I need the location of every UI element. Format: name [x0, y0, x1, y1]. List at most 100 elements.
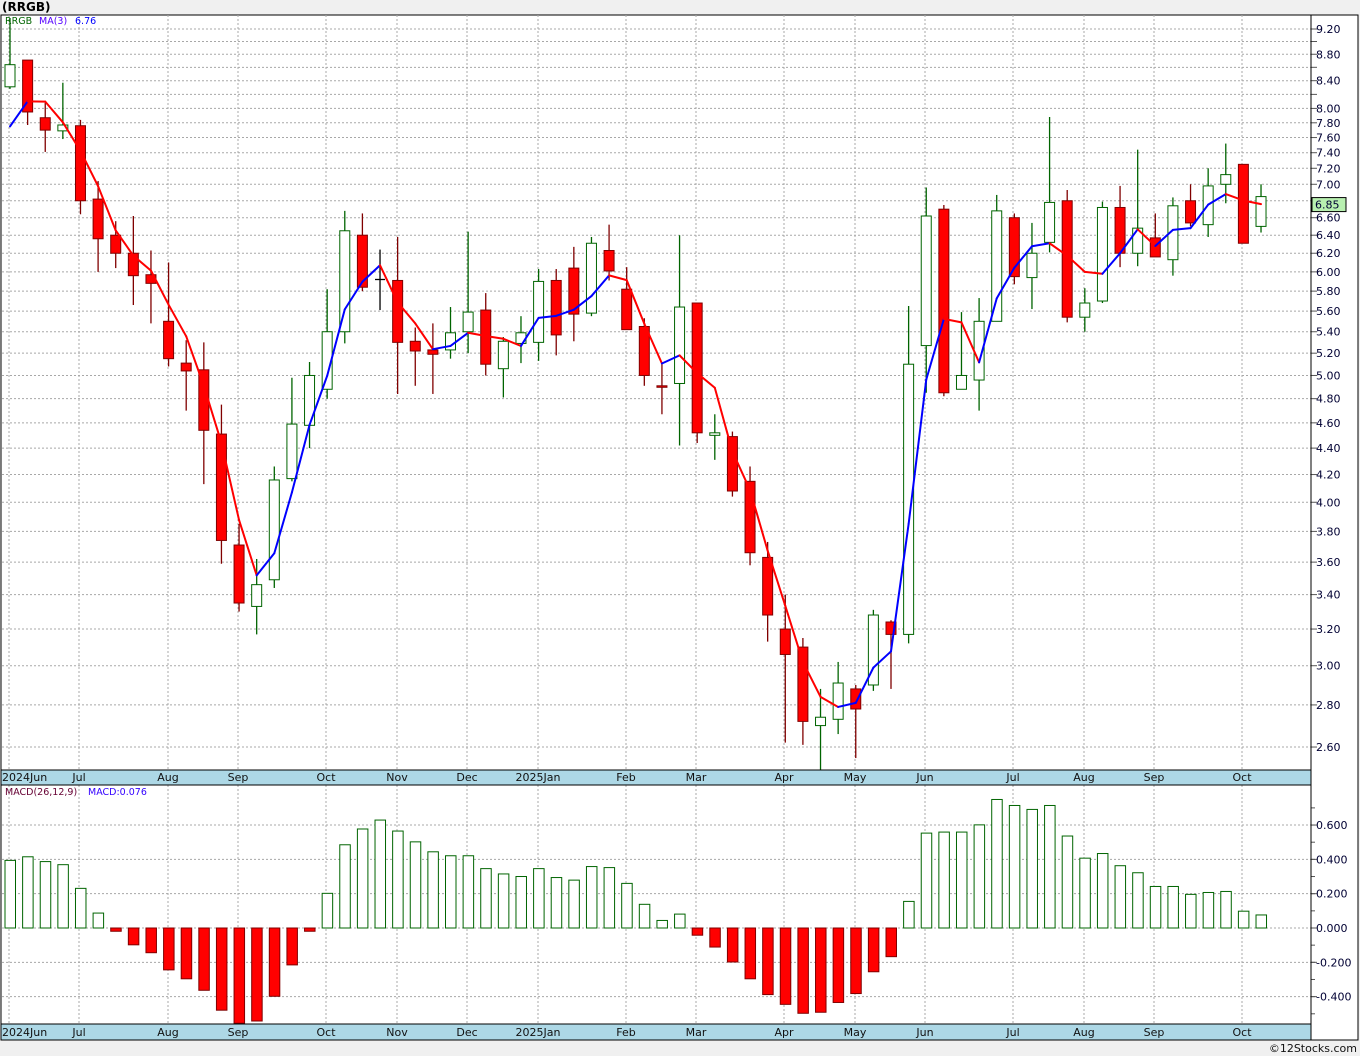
- ma3-segment: [590, 274, 611, 298]
- candle-body: [215, 433, 227, 541]
- candle-body: [1114, 206, 1126, 254]
- macd-bar: [568, 879, 580, 929]
- macd-bar: [585, 866, 598, 929]
- month-label: Dec: [456, 1026, 477, 1039]
- candle: [885, 620, 897, 689]
- month-label: Jul: [71, 1026, 85, 1039]
- ma3-segment: [1013, 245, 1033, 269]
- ma3-segment: [467, 331, 487, 337]
- macd-bar: [903, 900, 915, 929]
- macd-bar: [321, 892, 334, 929]
- candle: [1026, 222, 1038, 310]
- price-tick-label: 7.60: [1316, 132, 1341, 145]
- macd-bar: [480, 868, 492, 929]
- footer-copyright: ©12Stocks.com: [1269, 1042, 1357, 1055]
- price-tick-label: 4.60: [1316, 417, 1341, 430]
- candle: [375, 249, 386, 311]
- macd-bar: [356, 828, 369, 929]
- candle: [57, 82, 69, 140]
- price-tick-label: 8.40: [1316, 75, 1341, 88]
- ma3-segment: [61, 121, 82, 152]
- candle: [955, 312, 967, 390]
- macd-bar: [145, 927, 157, 954]
- ma3-segment: [801, 660, 822, 698]
- candle: [815, 688, 827, 774]
- macd-bar: [550, 877, 563, 929]
- month-label: Aug: [157, 771, 178, 784]
- candle: [233, 523, 245, 612]
- price-tick-label: 7.80: [1316, 117, 1341, 130]
- macd-bar: [1026, 808, 1038, 929]
- candle: [1167, 197, 1179, 276]
- macd-bar: [1044, 804, 1056, 929]
- candle-body: [603, 249, 615, 272]
- candle-body: [815, 716, 827, 727]
- candle-body: [427, 349, 439, 355]
- month-label: Oct: [316, 1026, 336, 1039]
- month-label: Mar: [686, 1026, 707, 1039]
- ma3-segment: [1224, 193, 1245, 202]
- ma3-segment: [537, 314, 558, 319]
- candle-body: [409, 340, 421, 352]
- ma3-segment: [202, 384, 223, 444]
- macd-bar: [955, 831, 968, 929]
- ma3-segment: [431, 344, 452, 351]
- ma3-segment: [185, 335, 205, 387]
- macd-bar: [603, 867, 616, 929]
- macd-bar: [409, 841, 422, 929]
- macd-bar: [251, 927, 263, 1022]
- macd-bar: [1096, 853, 1109, 929]
- ma3-segment: [1066, 254, 1086, 273]
- ma3-segment: [766, 549, 787, 607]
- last-price-box: [1311, 197, 1347, 213]
- candle-body: [268, 479, 280, 581]
- macd-tick-label: 0.400: [1316, 853, 1348, 866]
- legend-ma-label: MA(3): [39, 16, 67, 27]
- last-price-marker: 6.85: [1311, 197, 1347, 213]
- macd-bar: [374, 819, 387, 929]
- candle: [215, 404, 227, 564]
- macd-bar: [4, 859, 16, 929]
- macd-bar: [1185, 893, 1197, 929]
- candle-body: [392, 279, 404, 343]
- month-label: Jul: [1005, 1026, 1019, 1039]
- ma3-segment: [414, 322, 434, 351]
- macd-bar: [1220, 890, 1232, 929]
- candle: [762, 541, 774, 642]
- macd-panel: [2, 785, 1311, 1024]
- candle: [832, 661, 844, 735]
- ma3-segment: [308, 374, 329, 426]
- macd-bar: [427, 851, 439, 929]
- candle-body: [251, 584, 263, 607]
- ma3-segment: [1171, 227, 1192, 231]
- ma3-segment: [660, 354, 681, 365]
- macd-bar: [938, 831, 950, 929]
- candle: [550, 269, 562, 356]
- price-tick-label: 7.40: [1316, 147, 1341, 160]
- ma3-segment: [890, 522, 910, 653]
- macd-bar: [1149, 885, 1162, 929]
- candle: [779, 594, 791, 743]
- month-label: Nov: [386, 1026, 408, 1039]
- macd-bar: [850, 927, 862, 995]
- ma3-segment: [784, 604, 804, 663]
- candle-body: [1167, 205, 1179, 261]
- macd-bar: [991, 798, 1003, 929]
- macd-bar: [286, 927, 298, 966]
- macd-bar: [779, 927, 792, 1005]
- candle-body: [1149, 237, 1161, 258]
- candle-body: [585, 242, 597, 314]
- price-tick-label: 3.60: [1316, 556, 1341, 569]
- macd-bar: [515, 876, 527, 929]
- price-tick-label: 5.20: [1316, 347, 1341, 360]
- candle-body: [832, 682, 844, 720]
- candle-body: [1220, 174, 1232, 185]
- candle-body: [286, 423, 298, 480]
- candle: [568, 246, 580, 342]
- legend-macd-label: MACD(26,12,9): [5, 787, 77, 798]
- macd-bar: [533, 868, 545, 929]
- ma3-segment: [273, 491, 293, 555]
- ma3-segment: [572, 295, 593, 311]
- candle-body: [621, 288, 633, 331]
- candle-body: [850, 688, 862, 710]
